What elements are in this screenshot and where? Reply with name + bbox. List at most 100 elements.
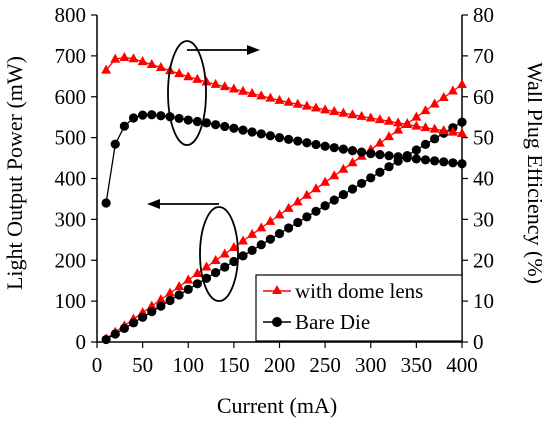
y-right-tick-label: 50 <box>473 126 494 150</box>
point-with-dome-lens-power <box>347 157 358 167</box>
point-bare-die-power <box>357 178 367 189</box>
point-with-dome-lens-efficiency <box>374 114 385 124</box>
point-bare-die-efficiency <box>247 127 257 137</box>
point-with-dome-lens-efficiency <box>210 78 221 88</box>
point-with-dome-lens-power <box>320 176 331 186</box>
point-with-dome-lens-efficiency <box>128 53 139 63</box>
point-bare-die-efficiency <box>138 110 148 120</box>
x-tick-label: 150 <box>218 353 250 377</box>
point-bare-die-efficiency <box>311 139 321 150</box>
point-with-dome-lens-power <box>183 274 194 284</box>
point-with-dome-lens-efficiency <box>365 112 376 122</box>
point-bare-die-power <box>420 139 431 149</box>
point-with-dome-lens-efficiency <box>384 115 394 125</box>
y-left-tick-label: 200 <box>55 248 87 272</box>
point-with-dome-lens-power <box>201 261 212 271</box>
legend-entry-bare-die: Bare Die <box>263 310 370 334</box>
point-with-dome-lens-efficiency <box>301 100 312 110</box>
point-with-dome-lens-efficiency <box>119 52 130 62</box>
x-tick-label: 250 <box>309 353 341 377</box>
point-bare-die-power <box>311 206 321 216</box>
point-bare-die-efficiency <box>393 152 403 162</box>
point-with-dome-lens-efficiency <box>447 126 458 136</box>
point-bare-die-power <box>430 134 440 144</box>
point-with-dome-lens-efficiency <box>137 56 148 66</box>
point-bare-die-efficiency <box>110 139 120 149</box>
point-with-dome-lens-power <box>247 228 258 238</box>
y-left-tick-label: 300 <box>55 207 87 231</box>
y-axis-right-title: Wall Plug Efficiency (%) <box>523 62 542 284</box>
x-tick-label: 350 <box>401 353 433 377</box>
point-bare-die-efficiency <box>238 125 248 135</box>
point-with-dome-lens-power <box>301 189 312 199</box>
point-bare-die-power <box>238 251 248 261</box>
y-right-tick-label: 40 <box>473 167 494 191</box>
point-with-dome-lens-power <box>329 170 340 180</box>
point-with-dome-lens-power <box>457 78 467 88</box>
point-with-dome-lens-efficiency <box>292 98 303 108</box>
y-right-tick-label: 10 <box>473 289 494 313</box>
point-with-dome-lens-efficiency <box>411 120 422 130</box>
point-bare-die-power <box>156 301 166 311</box>
point-with-dome-lens-power <box>338 163 349 173</box>
point-with-dome-lens-efficiency <box>420 122 431 132</box>
point-with-dome-lens-efficiency <box>219 81 230 91</box>
point-with-dome-lens-efficiency <box>311 102 321 112</box>
point-with-dome-lens-efficiency <box>256 90 267 100</box>
point-with-dome-lens-efficiency <box>101 64 112 74</box>
point-with-dome-lens-power <box>274 209 285 219</box>
point-with-dome-lens-efficiency <box>228 83 239 93</box>
point-bare-die-efficiency <box>192 116 202 127</box>
point-bare-die-power <box>293 217 303 228</box>
point-bare-die-power <box>384 162 394 172</box>
point-bare-die-power <box>147 307 157 317</box>
point-bare-die-power <box>338 189 348 200</box>
point-bare-die-efficiency <box>420 155 431 165</box>
point-bare-die-efficiency <box>439 157 449 167</box>
point-with-dome-lens-efficiency <box>238 85 248 95</box>
point-with-dome-lens-efficiency <box>183 71 194 81</box>
point-bare-die-power <box>211 268 221 278</box>
point-with-dome-lens-efficiency <box>320 104 331 114</box>
point-bare-die-efficiency <box>174 113 184 124</box>
point-bare-die-efficiency <box>119 121 129 131</box>
point-bare-die-power <box>101 334 111 345</box>
y-left-tick-label: 100 <box>55 289 87 313</box>
point-bare-die-power <box>128 318 139 328</box>
point-with-dome-lens-power <box>265 215 276 225</box>
point-bare-die-power <box>220 262 230 272</box>
point-bare-die-efficiency <box>338 144 348 154</box>
y-axis-left-title: Light Output Power (mW) <box>2 56 27 290</box>
point-with-dome-lens-efficiency <box>329 105 340 115</box>
point-with-dome-lens-power <box>384 131 394 141</box>
point-with-dome-lens-efficiency <box>457 128 467 138</box>
point-bare-die-power <box>347 184 358 194</box>
point-bare-die-efficiency <box>366 148 376 159</box>
point-with-dome-lens-power <box>393 124 404 134</box>
power-curves-ellipse <box>199 206 239 302</box>
point-with-dome-lens-power <box>146 300 157 310</box>
point-bare-die-efficiency <box>293 136 303 146</box>
point-bare-die-power <box>247 245 257 255</box>
point-bare-die-efficiency <box>384 151 394 161</box>
point-with-dome-lens-power <box>256 222 267 232</box>
point-with-dome-lens-power <box>311 183 321 193</box>
point-with-dome-lens-efficiency <box>347 109 358 119</box>
point-bare-die-efficiency <box>347 146 358 156</box>
legend-entry-with-dome-lens: with dome lens <box>263 279 423 303</box>
point-with-dome-lens-efficiency <box>274 94 285 104</box>
point-bare-die-efficiency <box>265 131 275 141</box>
legend-box <box>255 274 463 342</box>
plot-area: 0 50 100 150 200 250 300 350 4000100200300400500… <box>55 3 495 377</box>
x-tick-label: 300 <box>355 353 387 377</box>
point-bare-die-efficiency <box>147 110 157 120</box>
point-bare-die-power <box>110 329 120 339</box>
point-bare-die-efficiency <box>302 138 312 148</box>
point-bare-die-power <box>411 145 421 155</box>
point-with-dome-lens-power <box>374 137 385 147</box>
point-bare-die-efficiency <box>457 159 467 169</box>
series-line-with-dome-lens-efficiency <box>105 56 463 135</box>
point-with-dome-lens-power <box>165 287 175 297</box>
point-bare-die-efficiency <box>256 129 266 139</box>
